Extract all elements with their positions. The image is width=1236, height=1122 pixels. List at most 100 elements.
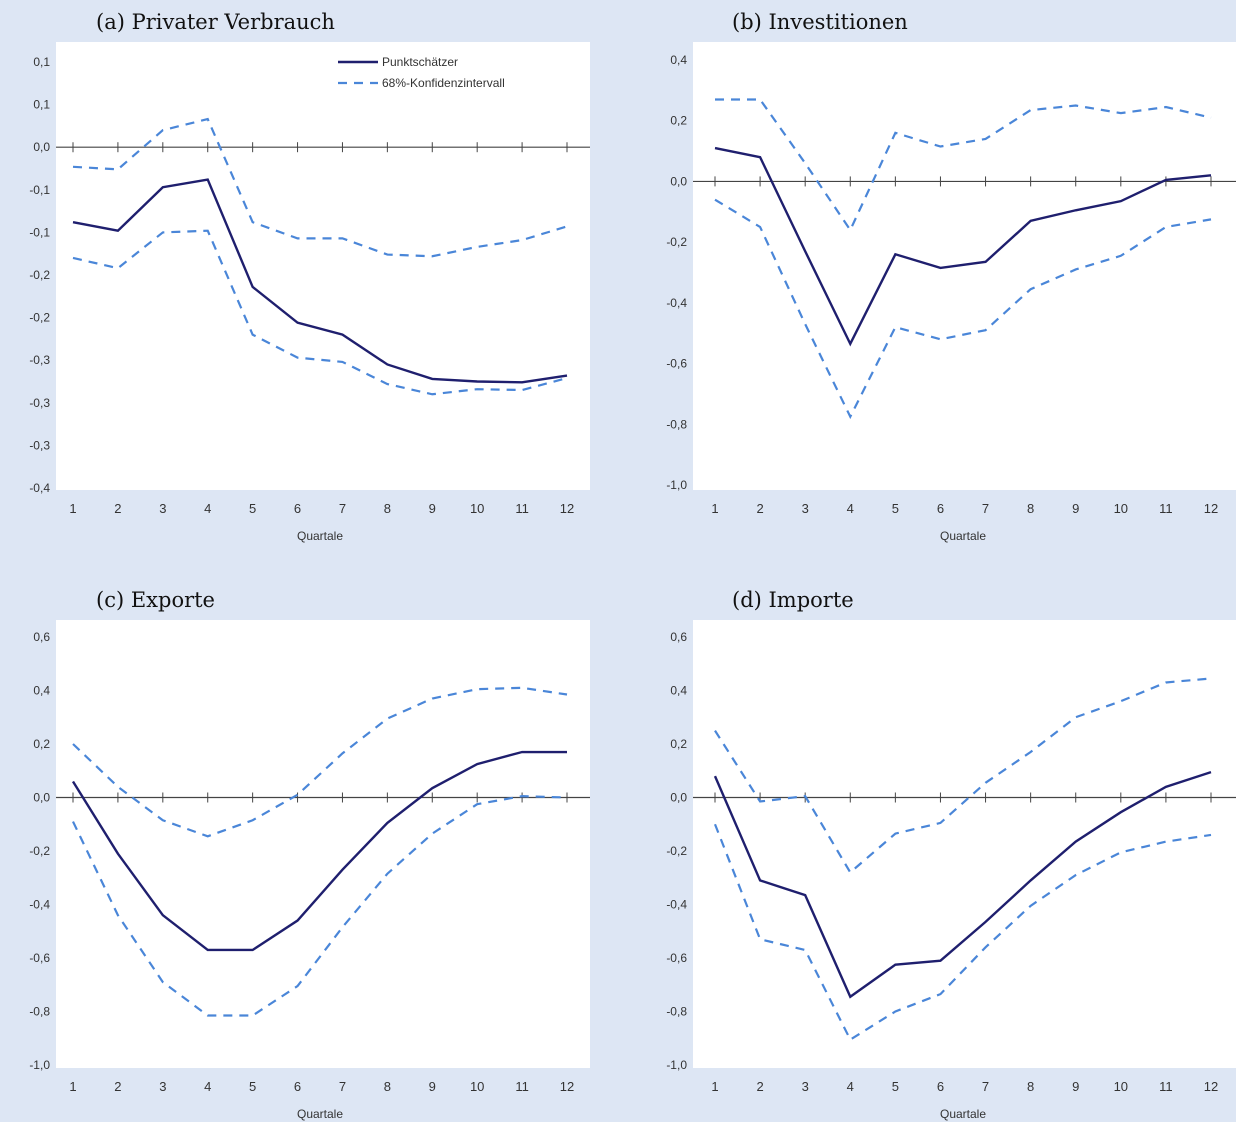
series-point-estimate (72, 178, 568, 384)
x-tick-label: 7 (982, 1079, 989, 1094)
chart-title: (d) Importe (732, 588, 854, 612)
legend-label-point: Punktschätzer (382, 55, 458, 69)
series-ci-lower (714, 198, 1212, 420)
x-tick-label: 2 (756, 501, 763, 516)
x-tick-label: 3 (802, 501, 809, 516)
x-tick-label: 9 (1072, 1079, 1079, 1094)
y-tick-label: -0,4 (666, 898, 687, 912)
series-point-estimate (713, 770, 1212, 999)
y-tick-label: -0,4 (666, 296, 687, 310)
x-tick-label: 6 (937, 501, 944, 516)
x-axis-label: Quartale (940, 1107, 986, 1121)
x-tick-label: 11 (515, 1079, 529, 1094)
y-tick-label: 0,0 (670, 174, 687, 188)
plot-area (693, 620, 1236, 1068)
x-tick-label: 5 (892, 1079, 899, 1094)
x-tick-label: 12 (560, 501, 574, 516)
x-tick-label: 7 (339, 1079, 346, 1094)
x-tick-label: 2 (114, 501, 121, 516)
x-tick-label: 11 (1159, 501, 1173, 516)
y-tick-label: 0,0 (33, 140, 50, 154)
x-tick-label: 7 (982, 501, 989, 516)
series-ci-upper (72, 686, 568, 838)
x-tick-label: 3 (802, 1079, 809, 1094)
y-tick-label: -1,0 (29, 1058, 50, 1072)
y-tick-label: -0,1 (29, 183, 50, 197)
x-tick-label: 4 (204, 1079, 211, 1094)
x-tick-label: 7 (339, 501, 346, 516)
y-tick-label: 0,2 (33, 737, 50, 751)
y-tick-label: -0,1 (29, 225, 50, 239)
x-tick-label: 9 (429, 1079, 436, 1094)
x-tick-label: 2 (756, 1079, 763, 1094)
x-tick-label: 9 (1072, 501, 1079, 516)
y-tick-label: 0,4 (33, 684, 50, 698)
y-tick-label: -0,4 (29, 898, 50, 912)
y-tick-label: -0,3 (29, 438, 50, 452)
x-tick-label: 11 (1159, 1079, 1173, 1094)
series-ci-upper (714, 677, 1212, 875)
y-tick-label: -0,6 (666, 951, 687, 965)
y-tick-label: -0,2 (666, 844, 687, 858)
y-tick-label: 0,4 (670, 53, 687, 67)
y-tick-label: 0,1 (33, 55, 50, 69)
y-tick-label: -0,8 (29, 1005, 50, 1019)
x-tick-label: 6 (937, 1079, 944, 1094)
x-tick-label: 1 (711, 501, 718, 516)
series-ci-lower (713, 823, 1212, 1042)
x-tick-label: 8 (1027, 1079, 1034, 1094)
x-tick-label: 6 (294, 1079, 301, 1094)
plot-area (693, 42, 1236, 490)
y-tick-label: -0,2 (29, 268, 50, 282)
x-axis-label: Quartale (297, 1107, 343, 1121)
y-tick-label: -0,3 (29, 396, 50, 410)
y-tick-label: 0,0 (33, 791, 50, 805)
series-point-estimate (714, 146, 1212, 347)
x-axis-label: Quartale (940, 529, 986, 543)
y-tick-label: -0,8 (666, 1005, 687, 1019)
x-tick-label: 2 (114, 1079, 121, 1094)
y-tick-label: 0,6 (33, 630, 50, 644)
y-tick-label: 0,6 (670, 630, 687, 644)
x-axis-label: Quartale (297, 529, 343, 543)
x-tick-label: 3 (159, 501, 166, 516)
x-tick-label: 4 (847, 1079, 854, 1094)
x-tick-label: 1 (69, 1079, 76, 1094)
x-tick-label: 3 (159, 1079, 166, 1094)
x-tick-label: 9 (429, 501, 436, 516)
x-tick-label: 1 (69, 501, 76, 516)
x-tick-label: 5 (249, 1079, 256, 1094)
plot-area (56, 42, 590, 490)
y-tick-label: -0,2 (29, 844, 50, 858)
x-tick-label: 4 (204, 501, 211, 516)
x-tick-label: 8 (1027, 501, 1034, 516)
x-tick-label: 8 (384, 1079, 391, 1094)
plot-area (56, 620, 590, 1068)
x-tick-label: 8 (384, 501, 391, 516)
x-tick-label: 6 (294, 501, 301, 516)
series-point-estimate (71, 750, 567, 952)
x-tick-label: 10 (1114, 501, 1128, 516)
x-tick-label: 5 (249, 501, 256, 516)
x-tick-label: 10 (1114, 1079, 1128, 1094)
legend-label-ci: 68%-Konfidenzintervall (382, 76, 505, 90)
series-ci-upper (72, 117, 568, 258)
y-tick-label: 0,2 (670, 737, 687, 751)
y-tick-label: -0,8 (666, 417, 687, 431)
y-tick-label: -0,3 (29, 353, 50, 367)
y-tick-label: -1,0 (666, 478, 687, 492)
y-tick-label: -0,6 (29, 951, 50, 965)
x-tick-label: 11 (515, 501, 529, 516)
chart-title: (b) Investitionen (732, 10, 908, 34)
chart-title: (c) Exporte (96, 588, 215, 612)
x-tick-label: 5 (892, 501, 899, 516)
y-tick-label: 0,2 (670, 114, 687, 128)
x-tick-label: 10 (470, 1079, 484, 1094)
x-tick-label: 12 (560, 1079, 574, 1094)
y-tick-label: -1,0 (666, 1058, 687, 1072)
chart-title: (a) Privater Verbrauch (96, 10, 335, 34)
x-tick-label: 4 (847, 501, 854, 516)
y-tick-label: -0,2 (29, 311, 50, 325)
y-tick-label: -0,2 (666, 235, 687, 249)
y-tick-label: -0,4 (29, 481, 50, 495)
